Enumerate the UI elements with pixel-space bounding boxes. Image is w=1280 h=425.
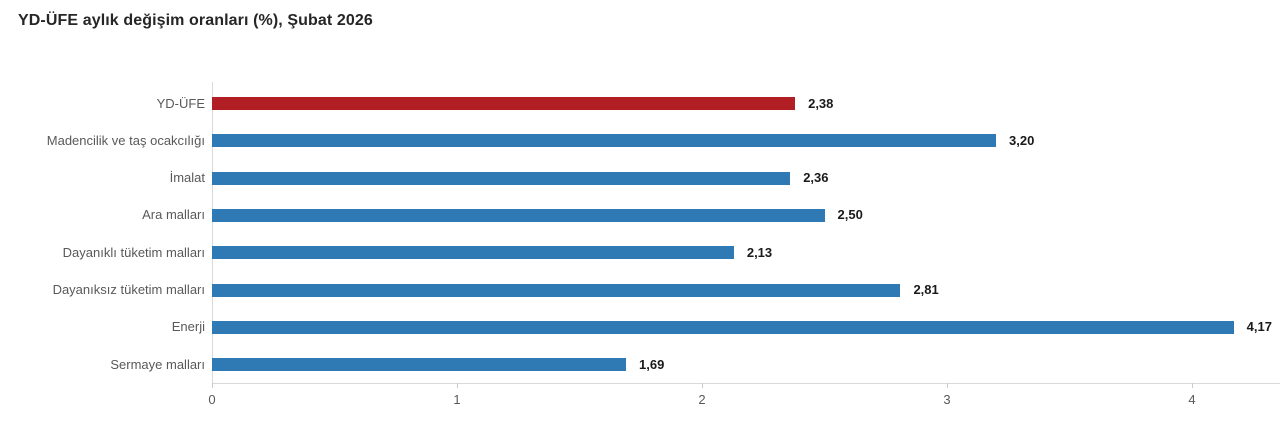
x-axis-line	[212, 383, 1280, 384]
category-label: Ara malları	[142, 207, 205, 223]
value-label: 4,17	[1246, 319, 1272, 335]
value-label: 1,69	[639, 356, 665, 372]
x-axis-tick-mark	[1192, 383, 1193, 388]
x-axis-tick-mark	[702, 383, 703, 388]
bar	[212, 358, 627, 372]
value-label: 2,13	[746, 244, 773, 260]
x-axis-tick-label: 2	[698, 392, 706, 407]
category-label: İmalat	[169, 170, 205, 186]
bar	[212, 246, 734, 260]
value-label: 3,20	[1009, 132, 1035, 148]
chart-title: YD-ÜFE aylık değişim oranları (%), Şubat…	[18, 12, 373, 29]
bar	[212, 171, 791, 185]
y-axis-line	[212, 82, 213, 384]
bar	[212, 134, 996, 148]
x-axis-tick-label: 1	[453, 392, 461, 407]
x-axis-tick-label: 3	[943, 392, 951, 407]
category-label: Sermaye malları	[110, 356, 205, 372]
category-label: Dayanıklı tüketim malları	[62, 244, 205, 260]
value-label: 2,81	[913, 282, 939, 297]
category-label: Dayanıksız tüketim malları	[52, 282, 205, 297]
bar	[212, 208, 825, 222]
x-axis-tick-mark	[212, 383, 213, 388]
value-label: 2,38	[808, 95, 834, 111]
value-label: 2,36	[803, 170, 829, 186]
x-axis-tick-label: 4	[1188, 392, 1196, 407]
bar	[212, 283, 901, 297]
bar	[212, 97, 796, 110]
category-label: Madencilik ve taş ocakcılığı	[46, 132, 205, 148]
value-label: 2,50	[837, 207, 863, 223]
bar	[212, 320, 1234, 334]
category-label: Enerji	[171, 319, 205, 335]
x-axis-tick-mark	[457, 383, 458, 388]
x-axis-tick-label: 0	[208, 392, 216, 407]
x-axis-tick-mark	[947, 383, 948, 388]
category-label: YD-ÜFE	[156, 95, 205, 111]
